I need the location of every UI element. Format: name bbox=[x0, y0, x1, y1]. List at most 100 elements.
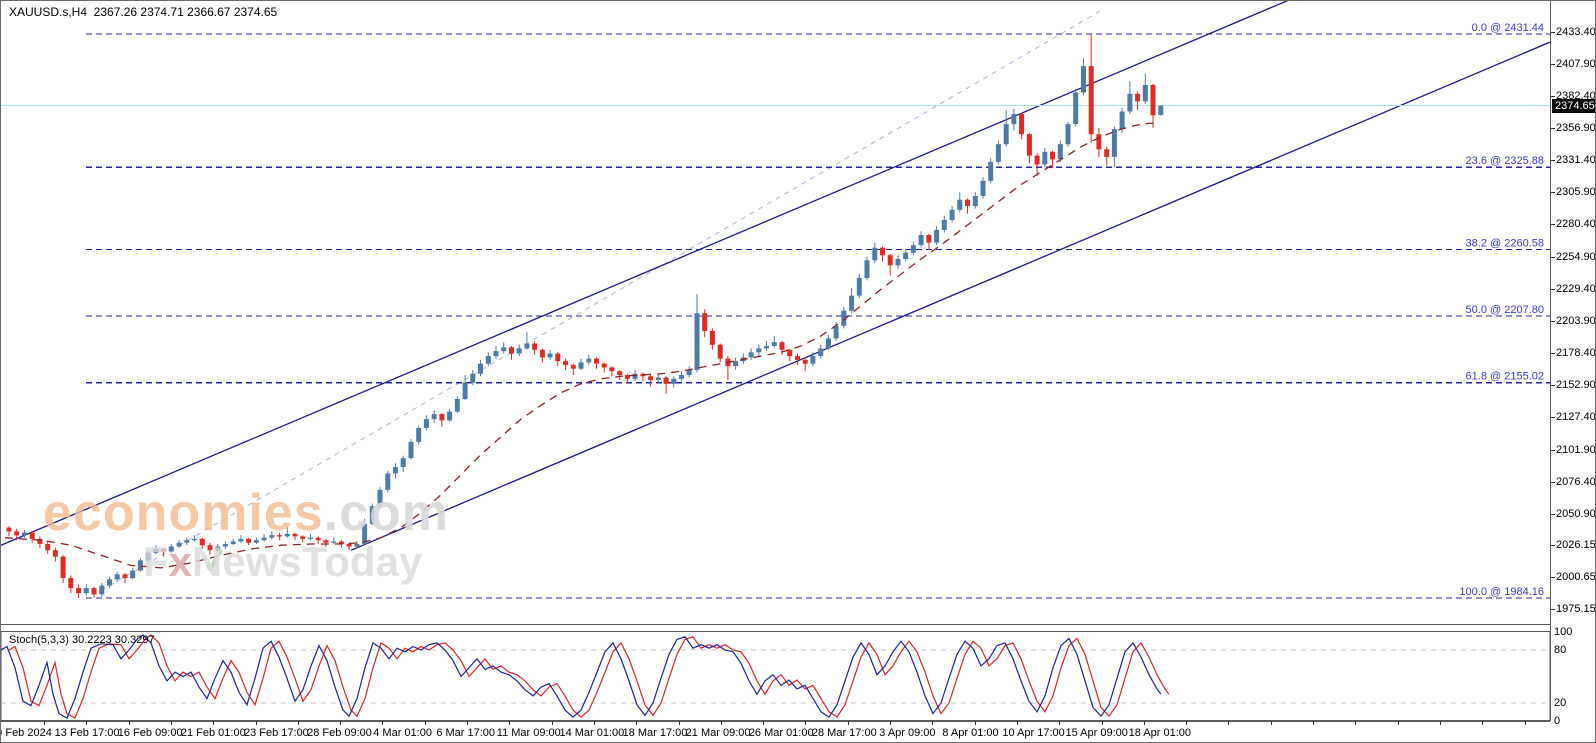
time-axis-label: 26 Mar 01:00 bbox=[748, 727, 814, 739]
time-axis-tick bbox=[1186, 721, 1188, 725]
time-axis-tick bbox=[1228, 721, 1230, 725]
channel-upper-line bbox=[1, 1, 1289, 546]
price-axis-tick bbox=[1551, 63, 1555, 65]
price-axis-label: 2000.65 bbox=[1556, 571, 1596, 584]
time-axis-tick bbox=[1355, 721, 1357, 725]
time-axis-tick bbox=[44, 721, 45, 725]
time-axis-label: 16 Feb 09:00 bbox=[117, 727, 183, 739]
time-axis-tick bbox=[424, 721, 426, 725]
price-axis-label: 2076.40 bbox=[1556, 475, 1596, 488]
price-axis-label: 2127.40 bbox=[1556, 411, 1596, 424]
time-axis-label: 28 Feb 09:00 bbox=[307, 727, 372, 739]
price-axis-tick bbox=[1551, 127, 1555, 129]
channel-lower-line bbox=[350, 41, 1550, 551]
time-axis-tick bbox=[86, 721, 88, 725]
time-axis-tick bbox=[763, 721, 765, 725]
price-axis-tick bbox=[1551, 192, 1555, 194]
price-axis-label: 2254.90 bbox=[1556, 250, 1596, 263]
time-axis-label: 14 Mar 01:00 bbox=[559, 727, 625, 739]
price-axis-label: 2407.90 bbox=[1556, 57, 1596, 70]
price-axis-label: 2203.90 bbox=[1556, 314, 1596, 327]
price-axis-label: 2178.40 bbox=[1556, 347, 1596, 360]
time-axis-tick bbox=[1016, 721, 1018, 725]
time-axis[interactable]: 9 Feb 2024 13 Feb 17:00 16 Feb 09:00 21 Feb… bbox=[1, 721, 1550, 742]
price-axis-tick bbox=[1551, 449, 1555, 451]
price-axis-tick bbox=[1551, 256, 1555, 258]
price-axis-label: 2356.90 bbox=[1556, 121, 1596, 134]
stoch-scale-label: 100 bbox=[1554, 626, 1573, 639]
price-axis-tick bbox=[1551, 31, 1555, 33]
stoch-scale-label: 20 bbox=[1554, 696, 1567, 709]
time-axis-tick bbox=[340, 721, 342, 725]
time-axis-label: 6 Mar 17:00 bbox=[436, 727, 496, 739]
time-axis-tick bbox=[551, 721, 553, 725]
time-axis-tick bbox=[1101, 721, 1103, 725]
fib-level-label: 100.0 @ 1984.16 bbox=[1459, 586, 1544, 598]
price-axis-label: 2331.40 bbox=[1556, 154, 1596, 167]
fib-level-label: 23.6 @ 2325.88 bbox=[1466, 155, 1544, 167]
price-axis-tick bbox=[1551, 288, 1555, 290]
time-axis-label: 28 Mar 17:00 bbox=[811, 727, 877, 739]
time-axis-tick bbox=[509, 721, 511, 725]
moving-average-line bbox=[4, 122, 1157, 569]
time-axis-label: 21 Feb 01:00 bbox=[180, 727, 246, 739]
price-axis-tick bbox=[1551, 224, 1555, 226]
time-axis-tick bbox=[847, 721, 849, 725]
main-price-chart[interactable]: 0.0 @ 2431.44 23.6 @ 2325.88 38.2 @ 2260.5… bbox=[1, 1, 1550, 625]
stochastic-indicator-panel[interactable] bbox=[1, 631, 1550, 721]
price-axis-tick bbox=[1551, 417, 1555, 419]
price-axis-tick bbox=[1551, 577, 1555, 579]
time-axis-tick bbox=[932, 721, 934, 725]
price-axis-tick bbox=[1551, 385, 1555, 387]
time-axis-label: 23 Feb 17:00 bbox=[243, 727, 309, 739]
time-axis-label: 21 Mar 09:00 bbox=[685, 727, 751, 739]
time-axis-tick bbox=[720, 721, 722, 725]
price-axis-tick bbox=[1551, 160, 1555, 162]
price-axis-label: 2101.90 bbox=[1556, 443, 1596, 456]
price-axis-tick bbox=[1551, 545, 1555, 547]
time-axis-tick bbox=[382, 721, 384, 725]
time-axis-label: 3 Apr 09:00 bbox=[879, 727, 936, 739]
time-axis-label: 10 Apr 17:00 bbox=[1002, 727, 1065, 739]
time-axis-tick bbox=[1059, 721, 1061, 725]
price-axis-tick bbox=[1551, 481, 1555, 483]
time-axis-tick bbox=[1397, 721, 1399, 725]
time-axis-tick bbox=[974, 721, 976, 725]
fib-level-label: 38.2 @ 2260.58 bbox=[1466, 237, 1544, 249]
time-axis-tick bbox=[1524, 721, 1526, 725]
price-axis-tick bbox=[1551, 353, 1555, 355]
price-axis[interactable]: 2374.65 2433.40 2407.90 2382.40 2356.90 2331… bbox=[1550, 1, 1596, 721]
time-axis-tick bbox=[1439, 721, 1441, 725]
price-axis-label: 2433.40 bbox=[1556, 25, 1596, 38]
chart-title: XAUUSD.s,H4 2367.26 2374.71 2366.67 2374… bbox=[9, 5, 278, 19]
price-axis-tick bbox=[1551, 320, 1555, 322]
time-axis-label: 8 Apr 01:00 bbox=[942, 727, 999, 739]
current-price-tag: 2374.65 bbox=[1552, 98, 1595, 113]
time-axis-label: 15 Apr 09:00 bbox=[1065, 727, 1128, 739]
stoch-main-line bbox=[1, 634, 1162, 719]
stoch-scale-label: 80 bbox=[1554, 644, 1567, 656]
stochastic-label: Stoch(5,3,3) 30.2223 30.3297 bbox=[9, 634, 155, 646]
price-axis-label: 2280.40 bbox=[1556, 218, 1596, 231]
time-axis-tick bbox=[593, 721, 595, 725]
price-axis-tick bbox=[1551, 609, 1555, 611]
price-axis-label: 1975.15 bbox=[1556, 603, 1596, 616]
stoch-scale-label: 0 bbox=[1554, 714, 1561, 727]
time-axis-tick bbox=[636, 721, 638, 725]
time-axis-label: 11 Mar 09:00 bbox=[496, 727, 561, 739]
time-axis-tick bbox=[128, 721, 130, 725]
price-axis-label: 2305.90 bbox=[1556, 186, 1596, 199]
price-axis-label: 2026.15 bbox=[1556, 539, 1596, 552]
time-axis-tick bbox=[255, 721, 257, 725]
price-axis-label: 2152.90 bbox=[1556, 379, 1596, 392]
time-axis-label: 18 Apr 01:00 bbox=[1128, 727, 1191, 739]
time-axis-tick bbox=[1270, 721, 1272, 725]
time-axis-tick bbox=[678, 721, 680, 725]
time-axis-label: 13 Feb 17:00 bbox=[54, 727, 120, 739]
time-axis-tick bbox=[1482, 721, 1484, 725]
time-axis-label: 4 Mar 01:00 bbox=[373, 727, 432, 739]
price-axis-tick bbox=[1551, 513, 1555, 515]
time-axis-tick bbox=[805, 721, 807, 725]
time-axis-tick bbox=[213, 721, 215, 725]
